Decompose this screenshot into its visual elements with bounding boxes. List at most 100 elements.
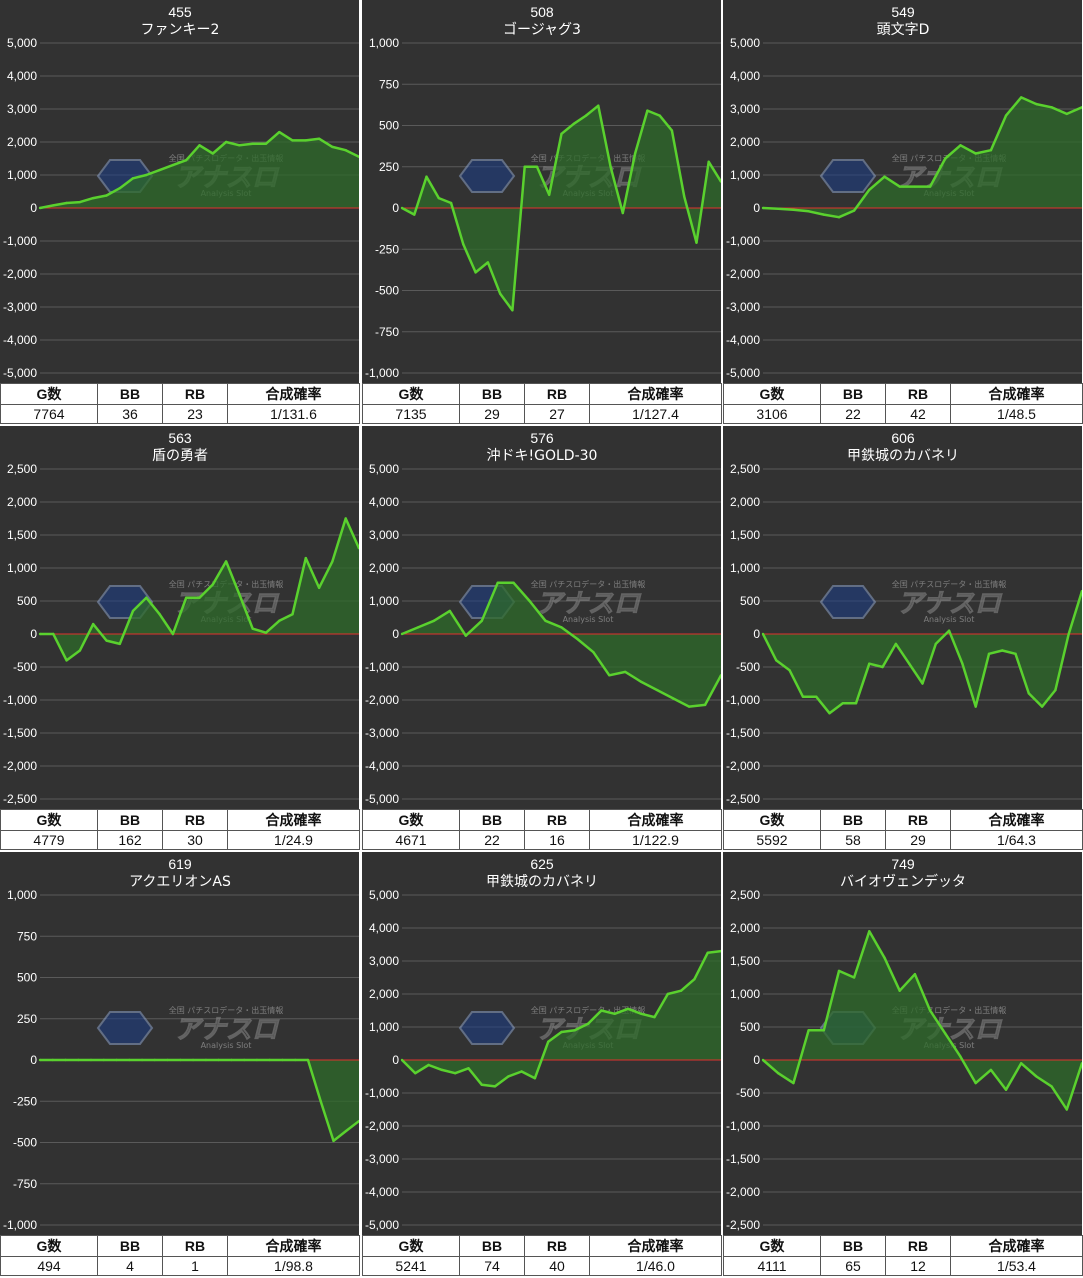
machine-name: 甲鉄城のカバネリ xyxy=(486,874,598,890)
games-header: G数 xyxy=(0,383,98,405)
data-point xyxy=(474,271,477,274)
games-header: G数 xyxy=(362,383,460,405)
data-point xyxy=(78,649,82,652)
data-point xyxy=(432,619,436,622)
data-point xyxy=(670,129,674,132)
data-point xyxy=(881,665,884,669)
data-point xyxy=(974,705,977,708)
data-point xyxy=(683,195,686,198)
bb-value: 29 xyxy=(459,404,525,424)
stats-table: G数 BB RB 合成確率 5592 58 29 1/64.3 xyxy=(723,809,1083,850)
y-tick-label: -1,000 xyxy=(365,660,399,674)
machine-panel: 2,500 2,000 1,500 1,000 500 0 -500 -1,000 -1,500… xyxy=(723,852,1083,1276)
data-point xyxy=(191,1058,195,1062)
data-point xyxy=(278,130,281,134)
data-point xyxy=(1020,96,1023,99)
logo-hexagon-icon xyxy=(458,159,516,193)
stats-value-row: 7135 29 27 1/127.4 xyxy=(362,404,722,424)
chart-area: 2,500 2,000 1,500 1,000 500 0 -500 -1,000 -1,500… xyxy=(0,426,359,809)
y-tick-label: -5,000 xyxy=(726,366,760,380)
prob-value: 1/98.8 xyxy=(227,1256,360,1276)
data-point xyxy=(78,200,82,204)
data-point xyxy=(211,583,214,586)
y-tick-label: -4,000 xyxy=(365,759,399,773)
watermark-tagline: 全国 パチスロデータ・出玉情報 xyxy=(531,1005,646,1015)
data-point xyxy=(613,1012,616,1015)
games-value: 494 xyxy=(0,1256,98,1276)
y-tick-label: 0 xyxy=(392,201,399,215)
rb-header: RB xyxy=(885,809,951,831)
y-tick-label: 2,500 xyxy=(7,462,37,476)
bb-header: BB xyxy=(820,809,886,831)
data-point xyxy=(158,613,161,616)
data-point xyxy=(609,165,612,168)
data-point xyxy=(761,1058,765,1062)
data-point xyxy=(1080,589,1082,593)
y-tick-label: -1,000 xyxy=(726,1119,760,1133)
stats-table: G数 BB RB 合成確率 494 4 1 1/98.8 xyxy=(0,1235,360,1276)
chart-area: 5,000 4,000 3,000 2,000 1,000 0 -1,000 -2,000 -3… xyxy=(723,0,1082,383)
rb-header: RB xyxy=(524,383,590,405)
bb-header: BB xyxy=(97,1235,163,1257)
stats-table: G数 BB RB 合成確率 7135 29 27 1/127.4 xyxy=(362,383,722,424)
prob-value: 1/24.9 xyxy=(227,830,360,850)
data-point xyxy=(1080,106,1082,109)
data-point xyxy=(989,149,993,152)
data-point xyxy=(291,139,294,142)
chart-svg: 2,500 2,000 1,500 1,000 500 0 -500 -1,000 -1,500… xyxy=(726,430,1082,806)
prob-header: 合成確率 xyxy=(227,383,360,405)
data-point xyxy=(118,642,122,646)
stats-value-row: 7764 36 23 1/131.6 xyxy=(0,404,360,424)
y-tick-label: 2,000 xyxy=(7,135,37,149)
y-tick-label: 500 xyxy=(740,594,760,608)
y-tick-label: 500 xyxy=(17,594,37,608)
data-point xyxy=(679,989,683,992)
data-point xyxy=(52,632,55,636)
data-point xyxy=(703,703,707,707)
y-tick-label: 500 xyxy=(740,1020,760,1034)
y-tick-label: -1,000 xyxy=(726,693,760,707)
data-point xyxy=(1040,705,1044,708)
chart-svg: 5,000 4,000 3,000 2,000 1,000 0 -1,000 -2,000 -3… xyxy=(365,856,721,1232)
data-point xyxy=(656,688,659,692)
prob-header: 合成確率 xyxy=(589,383,722,405)
data-point xyxy=(400,632,404,636)
data-point xyxy=(264,631,268,634)
data-point xyxy=(801,695,805,698)
data-point xyxy=(198,144,201,147)
machine-panel: 2,500 2,000 1,500 1,000 500 0 -500 -1,000 -1,500… xyxy=(0,426,360,850)
y-tick-label: -5,000 xyxy=(3,366,37,380)
data-point xyxy=(306,1058,310,1062)
data-point xyxy=(761,632,765,636)
games-header: G数 xyxy=(362,809,460,831)
data-point xyxy=(251,142,254,145)
y-tick-label: -750 xyxy=(13,1177,37,1191)
watermark-brand: アナスロ xyxy=(897,589,1002,619)
y-tick-label: 0 xyxy=(753,201,760,215)
data-point xyxy=(52,204,55,207)
data-point xyxy=(576,637,579,641)
data-point xyxy=(560,1030,563,1034)
machine-name: 頭文字D xyxy=(877,22,930,38)
rb-value: 40 xyxy=(524,1256,590,1276)
data-point xyxy=(400,206,404,210)
data-point xyxy=(974,1081,977,1085)
data-point xyxy=(947,629,951,632)
data-point xyxy=(934,642,937,646)
data-point xyxy=(626,1007,630,1010)
data-point xyxy=(92,196,95,200)
watermark-brand: アナスロ xyxy=(174,1015,279,1045)
stats-header-row: G数 BB RB 合成確率 xyxy=(362,383,722,405)
data-point xyxy=(344,517,347,520)
y-tick-label: -250 xyxy=(13,1094,37,1108)
machine-name: 甲鉄城のカバネリ xyxy=(847,448,959,464)
data-point xyxy=(852,976,856,979)
data-point xyxy=(944,1032,947,1035)
data-point xyxy=(987,652,991,655)
data-point xyxy=(548,193,551,196)
games-header: G数 xyxy=(362,1235,460,1257)
data-point xyxy=(883,175,886,178)
data-point xyxy=(854,702,858,705)
data-point xyxy=(775,659,778,662)
